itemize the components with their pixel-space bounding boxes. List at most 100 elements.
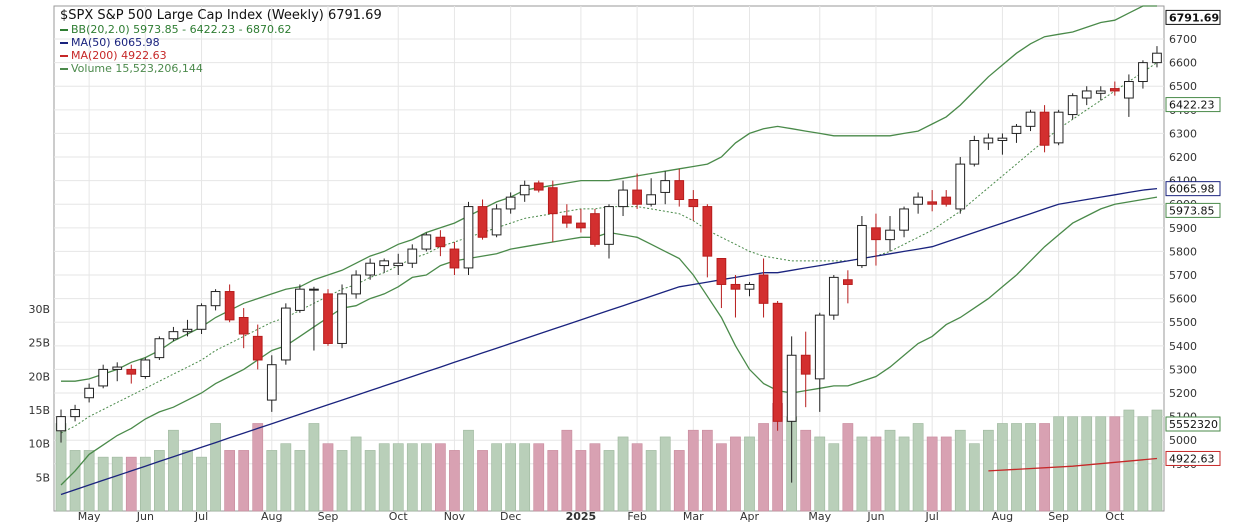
volume-bar: [97, 456, 109, 512]
candle-body: [1124, 81, 1134, 99]
candle-body: [421, 234, 432, 250]
volume-bar: [210, 423, 221, 512]
candle-body: [323, 293, 333, 344]
candle-body: [337, 293, 347, 344]
volume-bar: [1081, 416, 1093, 512]
x-tick-label: Jul: [925, 510, 939, 523]
value-tag-label: 6065.98: [1169, 183, 1215, 196]
candle-body: [758, 274, 769, 304]
volume-bar: [224, 450, 235, 512]
price-tick-label: 5000: [1169, 434, 1197, 447]
candle-body: [857, 224, 867, 267]
volume-bar: [940, 436, 952, 512]
volume-bar: [912, 423, 924, 512]
volume-bar: [884, 429, 896, 512]
legend-entry: MA(50) 6065.98: [60, 36, 382, 49]
legend-label: MA(200) 4922.63: [71, 49, 167, 62]
candle-body: [1109, 88, 1120, 92]
price-tick-label: 5900: [1169, 222, 1197, 235]
volume-bar: [617, 436, 629, 512]
price-tick-label: 6600: [1169, 57, 1197, 70]
volume-bar: [997, 423, 1008, 512]
volume-bar: [842, 423, 854, 512]
price-tick-label: 5300: [1169, 363, 1197, 376]
volume-bar: [814, 436, 826, 512]
volume-bar: [659, 436, 671, 512]
candle-body: [126, 368, 137, 375]
x-tick-label: May: [808, 510, 831, 523]
candle-body: [814, 314, 825, 380]
volume-bar: [1067, 416, 1079, 512]
volume-bar: [364, 450, 376, 512]
legend-swatch: [60, 68, 68, 70]
volume-bar: [1109, 416, 1121, 512]
candle-body: [477, 206, 488, 238]
volume-bar: [968, 443, 980, 512]
candle-body: [140, 359, 151, 377]
volume-bar: [463, 429, 474, 512]
price-tick-label: 6500: [1169, 80, 1197, 93]
volume-bar: [898, 436, 910, 512]
candle-body: [983, 137, 994, 144]
volume-bar: [196, 456, 207, 512]
volume-bar: [322, 443, 334, 512]
value-tag-label: 4922.63: [1169, 452, 1215, 465]
candle-body: [1081, 90, 1092, 99]
volume-bar: [392, 443, 404, 512]
volume-bar: [856, 436, 868, 512]
volume-bar: [477, 450, 488, 512]
x-tick-label: May: [78, 510, 101, 523]
x-tick-label: Jun: [866, 510, 884, 523]
price-tick-label: 6200: [1169, 151, 1197, 164]
volume-bar: [420, 443, 432, 512]
candle-body: [224, 291, 235, 321]
candle-body: [266, 364, 277, 401]
volume-tick-label: 20B: [28, 370, 50, 383]
candle-body: [997, 137, 1008, 142]
x-tick-label: Oct: [389, 510, 409, 523]
candle-body: [238, 316, 249, 335]
candle-body: [182, 328, 193, 333]
volume-bar: [954, 429, 966, 512]
candle-body: [84, 387, 94, 399]
candle-body: [786, 354, 797, 422]
volume-bar: [701, 429, 713, 512]
candle-body: [491, 208, 502, 236]
legend: $SPX S&P 500 Large Cap Index (Weekly) 67…: [60, 8, 382, 75]
candle-body: [913, 196, 923, 205]
legend-entry: MA(200) 4922.63: [60, 49, 382, 62]
volume-bar: [673, 450, 685, 512]
candle-body: [702, 206, 713, 257]
candle-body: [196, 305, 207, 330]
candle-body: [393, 262, 404, 267]
x-tick-label: Dec: [500, 510, 521, 523]
volume-bar: [744, 436, 755, 512]
volume-tick-label: 15B: [28, 404, 50, 417]
x-tick-label: Sep: [318, 510, 339, 523]
candle-body: [435, 236, 446, 248]
candle-body: [772, 302, 783, 422]
volume-tick-label: 5B: [35, 471, 50, 484]
legend-label: BB(20,2.0) 5973.85 - 6422.23 - 6870.62: [71, 23, 292, 36]
candle-body: [561, 215, 572, 224]
candle-body: [1067, 95, 1078, 116]
ma50-line: [60, 187, 1158, 496]
value-tag-label: 5552320: [1169, 418, 1218, 431]
x-tick-label: Aug: [261, 510, 282, 523]
legend-label: MA(50) 6065.98: [71, 36, 160, 49]
x-tick-label: 2025: [566, 510, 597, 523]
price-tick-label: 6300: [1169, 127, 1197, 140]
value-tag-label: 6422.23: [1169, 99, 1215, 112]
x-tick-label: Sep: [1048, 510, 1069, 523]
x-tick-label: Jun: [136, 510, 154, 523]
candle-body: [828, 276, 839, 316]
candle-body: [730, 283, 741, 290]
volume-bar: [238, 450, 250, 512]
candles: [56, 46, 1162, 483]
candle-body: [463, 206, 474, 269]
volume-bar: [139, 456, 151, 512]
price-tick-label: 6700: [1169, 33, 1197, 46]
candle-body: [154, 338, 165, 359]
volume-bar: [252, 423, 264, 512]
